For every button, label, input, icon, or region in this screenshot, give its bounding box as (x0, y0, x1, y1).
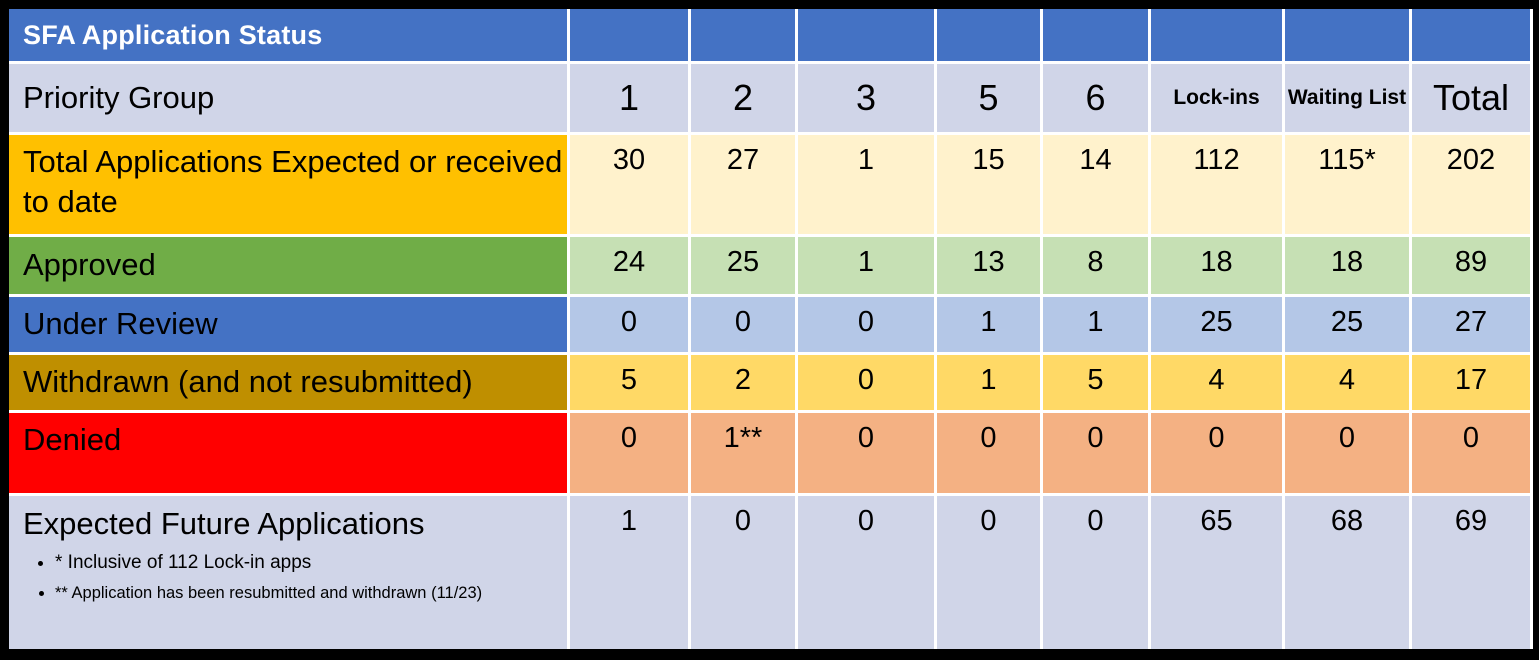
cell-total-2: 27 (691, 135, 795, 234)
cell-appr-6: 8 (1043, 237, 1148, 294)
cell-rev-tot: 27 (1412, 297, 1530, 352)
column-header-lockins: Lock-ins (1151, 64, 1282, 132)
column-header-pg2: 2 (691, 64, 795, 132)
column-header-pg1: 1 (570, 64, 688, 132)
header-spacer-cell (1151, 9, 1282, 61)
column-header-pg5: 5 (937, 64, 1040, 132)
cell-total-1: 30 (570, 135, 688, 234)
cell-rev-6: 1 (1043, 297, 1148, 352)
cell-fut-1: 1 (570, 496, 688, 649)
cell-den-li: 0 (1151, 413, 1282, 493)
header-spacer-cell (937, 9, 1040, 61)
cell-den-2: 1** (691, 413, 795, 493)
cell-den-5: 0 (937, 413, 1040, 493)
cell-total-li: 112 (1151, 135, 1282, 234)
cell-fut-6: 0 (1043, 496, 1148, 649)
cell-rev-1: 0 (570, 297, 688, 352)
cell-appr-tot: 89 (1412, 237, 1530, 294)
header-spacer-cell (1412, 9, 1530, 61)
cell-appr-li: 18 (1151, 237, 1282, 294)
column-header-pg6: 6 (1043, 64, 1148, 132)
cell-wd-2: 2 (691, 355, 795, 410)
cell-den-6: 0 (1043, 413, 1148, 493)
cell-wd-6: 5 (1043, 355, 1148, 410)
cell-total-6: 14 (1043, 135, 1148, 234)
cell-fut-wl: 68 (1285, 496, 1409, 649)
cell-rev-5: 1 (937, 297, 1040, 352)
header-spacer-cell (1043, 9, 1148, 61)
cell-fut-5: 0 (937, 496, 1040, 649)
row-label-withdrawn: Withdrawn (and not resubmitted) (9, 355, 567, 410)
footnote-list: * Inclusive of 112 Lock-in apps ** Appli… (23, 551, 557, 604)
cell-wd-1: 5 (570, 355, 688, 410)
cell-rev-3: 0 (798, 297, 934, 352)
cell-wd-3: 0 (798, 355, 934, 410)
row-label-approved: Approved (9, 237, 567, 294)
column-header-pg3: 3 (798, 64, 934, 132)
cell-wd-li: 4 (1151, 355, 1282, 410)
row-label-total-apps: Total Applications Expected or received … (9, 135, 567, 234)
slide-title: SFA Application Status (9, 9, 567, 61)
column-header-total: Total (1412, 64, 1530, 132)
cell-den-1: 0 (570, 413, 688, 493)
cell-appr-1: 24 (570, 237, 688, 294)
cell-wd-tot: 17 (1412, 355, 1530, 410)
cell-total-tot: 202 (1412, 135, 1530, 234)
cell-total-3: 1 (798, 135, 934, 234)
cell-fut-2: 0 (691, 496, 795, 649)
cell-appr-5: 13 (937, 237, 1040, 294)
cell-wd-5: 1 (937, 355, 1040, 410)
header-spacer-cell (691, 9, 795, 61)
cell-rev-wl: 25 (1285, 297, 1409, 352)
cell-den-wl: 0 (1285, 413, 1409, 493)
cell-fut-li: 65 (1151, 496, 1282, 649)
cell-total-wl: 115* (1285, 135, 1409, 234)
cell-appr-3: 1 (798, 237, 934, 294)
status-table: SFA Application Status Priority Group 1 … (9, 9, 1533, 649)
priority-group-label: Priority Group (9, 64, 567, 132)
footnote-2: ** Application has been resubmitted and … (55, 583, 487, 604)
cell-fut-3: 0 (798, 496, 934, 649)
cell-appr-2: 25 (691, 237, 795, 294)
cell-den-tot: 0 (1412, 413, 1530, 493)
cell-appr-wl: 18 (1285, 237, 1409, 294)
row-label-expected-future: Expected Future Applications * Inclusive… (9, 496, 567, 649)
cell-rev-li: 25 (1151, 297, 1282, 352)
cell-fut-tot: 69 (1412, 496, 1530, 649)
row-label-denied: Denied (9, 413, 567, 493)
cell-den-3: 0 (798, 413, 934, 493)
header-spacer-cell (570, 9, 688, 61)
header-spacer-cell (798, 9, 934, 61)
footnote-1: * Inclusive of 112 Lock-in apps (55, 551, 557, 576)
row-label-under-review: Under Review (9, 297, 567, 352)
cell-rev-2: 0 (691, 297, 795, 352)
header-spacer-cell (1285, 9, 1409, 61)
cell-wd-wl: 4 (1285, 355, 1409, 410)
column-header-waiting-list: Waiting List (1285, 64, 1409, 132)
cell-total-5: 15 (937, 135, 1040, 234)
expected-future-title: Expected Future Applications (23, 506, 425, 541)
